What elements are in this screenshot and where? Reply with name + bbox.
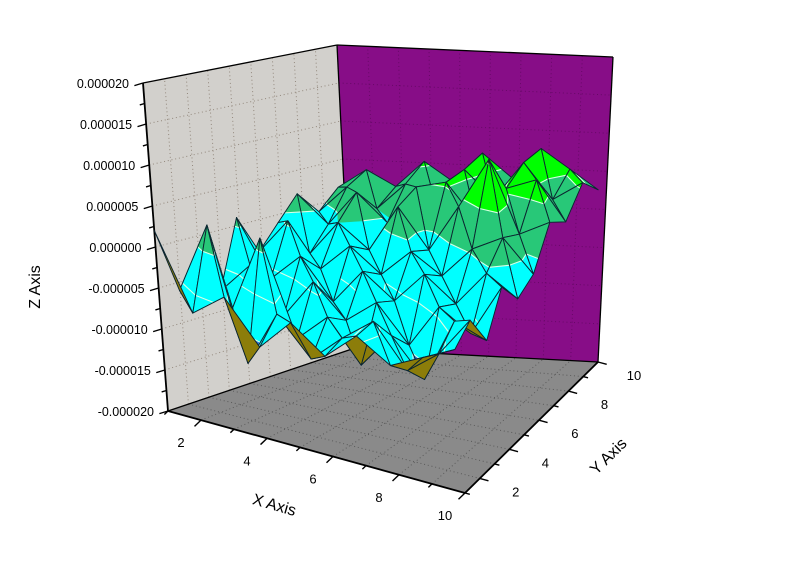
z-tick-label: -0.000020 — [98, 405, 154, 419]
surface-mesh-wire — [223, 296, 261, 364]
surface-mesh — [153, 147, 599, 381]
x-tick-label: 8 — [375, 490, 382, 505]
surface-mesh-wire — [355, 320, 391, 366]
z-tick-label: 0.000000 — [89, 241, 141, 255]
z-tick-label: -0.000015 — [95, 364, 151, 378]
y-tick-label: 6 — [571, 426, 578, 441]
surface-mesh-wire — [389, 357, 424, 372]
z-tick-label: 0.000015 — [80, 118, 132, 132]
x-axis: 2 4 6 8 10 — [163, 410, 466, 523]
surface-facet-underside — [407, 353, 439, 380]
surface-mesh-wire — [192, 224, 225, 314]
z-tick-label: 0.000010 — [83, 159, 135, 173]
surface-mesh-wire — [259, 313, 292, 348]
surface-mesh-wire — [153, 230, 194, 314]
z-tick-label: 0.000020 — [77, 77, 129, 91]
x-tick-label: 10 — [438, 508, 452, 523]
surface-facet-underside — [390, 357, 423, 371]
y-tick-label: 8 — [601, 397, 608, 412]
z-axis-title: Z Axis — [27, 265, 44, 309]
floor-plane — [168, 349, 598, 493]
surface-mesh-wire — [422, 348, 456, 358]
surface-mesh-wire — [324, 335, 357, 357]
y-tick-label: 2 — [512, 484, 519, 499]
x-tick-label: 4 — [243, 453, 250, 468]
x-tick-label: 6 — [309, 472, 316, 487]
z-axis: 0.000020 0.000015 0.000010 0.000005 0.000000… — [77, 77, 169, 419]
surface-facet-underside — [224, 297, 260, 364]
surface-mesh-wire — [290, 322, 326, 360]
z-tick-label: -0.000010 — [91, 323, 147, 337]
z-tick-label: -0.000005 — [88, 282, 144, 296]
surface-facet-underside — [290, 322, 325, 359]
y-tick-label: 4 — [542, 455, 549, 470]
z-tick-label: 0.000005 — [86, 200, 138, 214]
y-tick-label: 10 — [627, 368, 641, 383]
x-tick-label: 2 — [177, 435, 184, 450]
y-axis: 2 4 6 8 10 — [464, 361, 641, 499]
